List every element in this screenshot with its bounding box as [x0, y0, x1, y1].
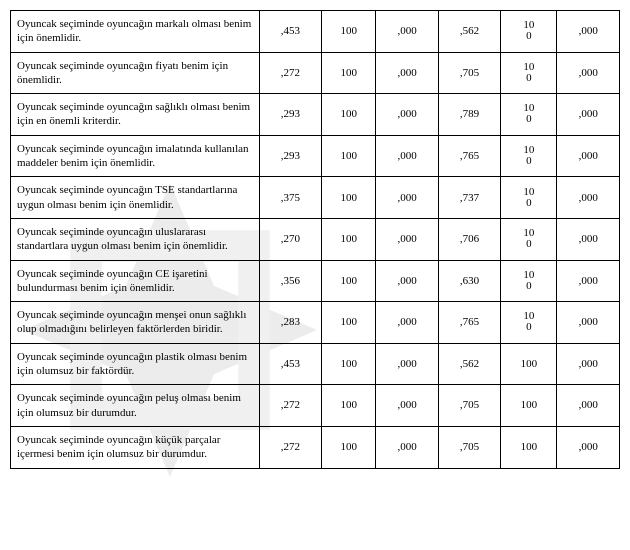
- statement-cell: Oyuncak seçiminde oyuncağın küçük parçal…: [11, 426, 260, 468]
- value-cell: 100: [501, 177, 557, 219]
- value-cell: ,000: [557, 52, 620, 94]
- value-cell: 100: [322, 11, 376, 53]
- value-cell: ,000: [557, 94, 620, 136]
- statement-cell: Oyuncak seçiminde oyuncağın uluslararası…: [11, 218, 260, 260]
- value-cell: ,000: [376, 177, 438, 219]
- value-cell: 100: [501, 11, 557, 53]
- value-cell: 100: [501, 426, 557, 468]
- statement-cell: Oyuncak seçiminde oyuncağın sağlıklı olm…: [11, 94, 260, 136]
- value-cell: ,000: [376, 218, 438, 260]
- value-cell: 100: [322, 135, 376, 177]
- value-cell: ,356: [259, 260, 321, 302]
- table-row: Oyuncak seçiminde oyuncağın markalı olma…: [11, 11, 620, 53]
- value-cell: 100: [322, 302, 376, 344]
- value-cell: ,000: [376, 385, 438, 427]
- table-row: Oyuncak seçiminde oyuncağın fiyatı benim…: [11, 52, 620, 94]
- value-cell: 100: [501, 343, 557, 385]
- value-cell: 100: [322, 52, 376, 94]
- value-cell: 100: [322, 426, 376, 468]
- value-cell: ,562: [438, 343, 500, 385]
- value-cell: ,000: [376, 302, 438, 344]
- value-cell: ,000: [376, 135, 438, 177]
- table-row: Oyuncak seçiminde oyuncağın menşei onun …: [11, 302, 620, 344]
- value-cell: ,000: [557, 343, 620, 385]
- value-cell: ,000: [557, 11, 620, 53]
- table-row: Oyuncak seçiminde oyuncağın küçük parçal…: [11, 426, 620, 468]
- stats-table: Oyuncak seçiminde oyuncağın markalı olma…: [10, 10, 620, 469]
- value-cell: ,453: [259, 11, 321, 53]
- value-cell: ,705: [438, 426, 500, 468]
- value-cell: ,272: [259, 52, 321, 94]
- table-row: Oyuncak seçiminde oyuncağın CE işaretini…: [11, 260, 620, 302]
- value-cell: ,270: [259, 218, 321, 260]
- value-cell: ,000: [557, 260, 620, 302]
- value-cell: 100: [322, 343, 376, 385]
- value-cell: ,000: [376, 260, 438, 302]
- value-cell: ,765: [438, 135, 500, 177]
- value-cell: ,562: [438, 11, 500, 53]
- value-cell: ,000: [557, 218, 620, 260]
- statement-cell: Oyuncak seçiminde oyuncağın CE işaretini…: [11, 260, 260, 302]
- value-cell: ,000: [376, 426, 438, 468]
- value-cell: ,000: [557, 385, 620, 427]
- value-cell: 100: [322, 260, 376, 302]
- value-cell: 100: [322, 94, 376, 136]
- statement-cell: Oyuncak seçiminde oyuncağın plastik olma…: [11, 343, 260, 385]
- statement-cell: Oyuncak seçiminde oyuncağın TSE standart…: [11, 177, 260, 219]
- value-cell: 100: [501, 94, 557, 136]
- table-row: Oyuncak seçiminde oyuncağın peluş olması…: [11, 385, 620, 427]
- value-cell: ,630: [438, 260, 500, 302]
- value-cell: ,706: [438, 218, 500, 260]
- value-cell: 100: [322, 177, 376, 219]
- statement-cell: Oyuncak seçiminde oyuncağın menşei onun …: [11, 302, 260, 344]
- statement-cell: Oyuncak seçiminde oyuncağın peluş olması…: [11, 385, 260, 427]
- value-cell: ,000: [376, 343, 438, 385]
- value-cell: ,765: [438, 302, 500, 344]
- value-cell: ,000: [557, 177, 620, 219]
- table-row: Oyuncak seçiminde oyuncağın sağlıklı olm…: [11, 94, 620, 136]
- value-cell: ,293: [259, 135, 321, 177]
- statement-cell: Oyuncak seçiminde oyuncağın markalı olma…: [11, 11, 260, 53]
- statement-cell: Oyuncak seçiminde oyuncağın imalatında k…: [11, 135, 260, 177]
- value-cell: ,000: [376, 94, 438, 136]
- value-cell: 100: [501, 135, 557, 177]
- table-row: Oyuncak seçiminde oyuncağın plastik olma…: [11, 343, 620, 385]
- value-cell: ,789: [438, 94, 500, 136]
- value-cell: 100: [501, 218, 557, 260]
- value-cell: ,000: [557, 302, 620, 344]
- value-cell: ,272: [259, 426, 321, 468]
- table-row: Oyuncak seçiminde oyuncağın TSE standart…: [11, 177, 620, 219]
- table-row: Oyuncak seçiminde oyuncağın imalatında k…: [11, 135, 620, 177]
- value-cell: ,453: [259, 343, 321, 385]
- value-cell: ,000: [557, 135, 620, 177]
- value-cell: 100: [501, 302, 557, 344]
- value-cell: ,000: [376, 11, 438, 53]
- value-cell: ,000: [376, 52, 438, 94]
- value-cell: 100: [322, 385, 376, 427]
- value-cell: 100: [501, 385, 557, 427]
- value-cell: ,000: [557, 426, 620, 468]
- table-row: Oyuncak seçiminde oyuncağın uluslararası…: [11, 218, 620, 260]
- value-cell: ,283: [259, 302, 321, 344]
- statement-cell: Oyuncak seçiminde oyuncağın fiyatı benim…: [11, 52, 260, 94]
- value-cell: 100: [501, 52, 557, 94]
- value-cell: ,705: [438, 52, 500, 94]
- value-cell: ,705: [438, 385, 500, 427]
- value-cell: 100: [501, 260, 557, 302]
- value-cell: ,272: [259, 385, 321, 427]
- value-cell: ,737: [438, 177, 500, 219]
- value-cell: 100: [322, 218, 376, 260]
- value-cell: ,293: [259, 94, 321, 136]
- value-cell: ,375: [259, 177, 321, 219]
